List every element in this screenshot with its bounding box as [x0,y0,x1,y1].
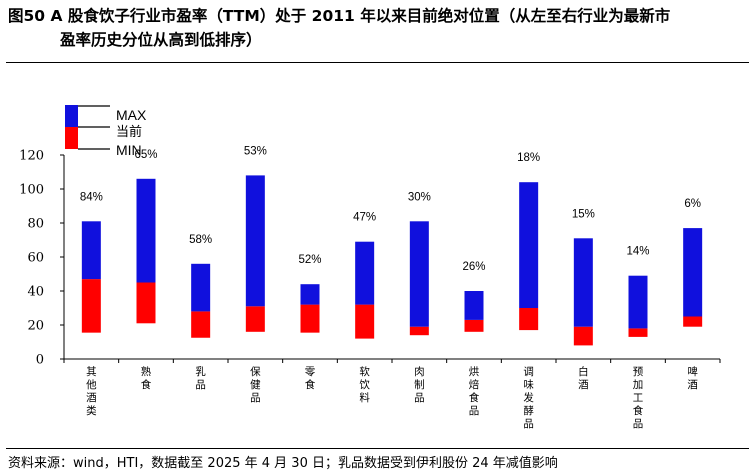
x-category-label: 调味发酵品 [523,366,534,430]
bar-max-segment [300,284,320,305]
bar-current-segment [519,308,539,331]
chart-title: 图50 A 股食饮子行业市盈率（TTM）处于 2011 年以来目前绝对位置（从左… [8,4,750,52]
bar-max-segment [409,221,429,327]
x-category-label: 乳品 [195,365,206,391]
x-category-label: 其他酒类 [86,366,97,417]
bar-current-segment [81,279,101,333]
percentile-label: 6% [684,198,701,210]
percentile-label: 53% [244,145,267,157]
bar-max-segment [683,228,703,317]
bar-current-segment [191,311,211,338]
y-tick-label: 100 [19,183,44,198]
bar-max-segment [519,182,539,308]
x-axis: 其他酒类 熟食 乳品 保健品 零食 软饮料 肉制品 烘焙食品 调味发酵品 白酒 预加工食品 啤酒 [63,358,721,430]
bar-current-segment [683,316,703,327]
legend-current-label: 当前 [116,124,142,140]
bar-current-segment [409,326,429,336]
legend-min-label: MIN [116,142,142,158]
percentile-label: 84% [80,191,103,203]
y-tick-label: 20 [27,319,44,334]
bar-current-segment [355,304,375,339]
bar-max-segment [464,291,484,320]
bar-current-segment [628,328,648,337]
x-category-label: 肉制品 [414,365,425,404]
percentile-label: 14% [626,246,649,258]
y-tick-label: 0 [36,353,44,368]
bar-current-segment [245,306,265,332]
legend-max-swatch [65,105,78,127]
x-category-label: 软饮料 [359,365,370,404]
x-category-label: 白酒 [578,365,589,391]
x-category-label: 熟食 [141,365,152,391]
top-divider [6,62,749,63]
percentile-label: 58% [189,234,212,246]
y-tick-label: 80 [27,217,44,232]
bar-current-segment [464,319,484,332]
bar-max-segment [245,175,265,307]
y-axis: 0 20 40 60 80 100 120 [19,149,65,368]
percentile-label: 65% [134,149,157,161]
y-tick-label: 120 [19,149,44,164]
bar-max-segment [81,221,101,280]
chart-title-line-1: 图50 A 股食饮子行业市盈率（TTM）处于 2011 年以来目前绝对位置（从左… [8,7,671,25]
bar-current-segment [300,304,320,333]
x-category-label: 保健品 [250,365,261,404]
bar-max-segment [136,178,156,283]
bar-max-segment [628,275,648,329]
x-category-label: 预加工食品 [633,366,644,430]
bar-max-segment [355,241,375,305]
bar-max-segment [191,263,211,312]
chart-title-line-2: 盈率历史分位从高到低排序） [60,31,262,49]
percentile-label: 52% [298,254,321,266]
legend-max-label: MAX [116,107,147,123]
legend-current-swatch [65,127,78,149]
x-category-label: 零食 [305,366,316,391]
y-tick-label: 60 [27,251,44,266]
percentile-label: 47% [353,212,376,224]
percentile-label: 18% [517,152,540,164]
percentile-label: 15% [572,208,595,220]
bar-max-segment [573,238,593,327]
x-category-label: 烘焙食品 [469,366,480,417]
x-category-label: 啤酒 [687,366,698,391]
y-tick-label: 40 [27,285,44,300]
percentile-labels: 84% 65% 58% 53% 52% 47% 30% 26% 18% 15% 14% 6% [80,145,701,273]
bar-current-segment [136,282,156,324]
source-note: 资料来源：wind，HTI，数据截至 2025 年 4 月 30 日；乳品数据受… [8,456,558,471]
percentile-label: 30% [408,191,431,203]
bottom-divider [6,448,749,449]
percentile-label: 26% [462,261,485,273]
bars [81,175,703,346]
bar-current-segment [573,326,593,346]
